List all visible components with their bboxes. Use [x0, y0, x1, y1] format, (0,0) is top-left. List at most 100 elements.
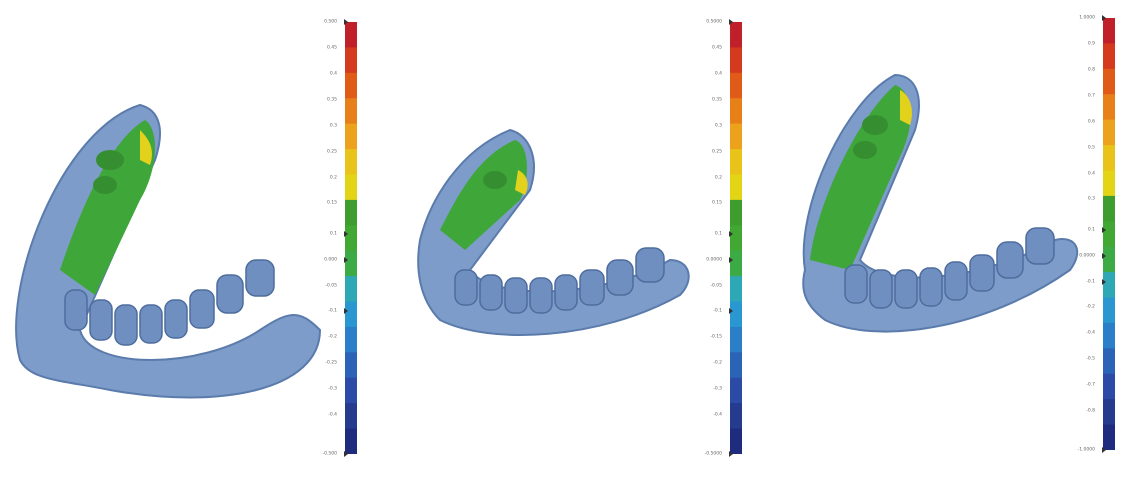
scale-segment: [1103, 399, 1115, 426]
scale-segment: [730, 149, 742, 175]
scale-segment: [730, 98, 742, 125]
color-scale-1: 0.500 0.45 0.4 0.35 0.3 0.25 0.2 0.15 0.1 0.000 -0…: [322, 19, 357, 457]
dental-model-1: [15, 103, 322, 399]
scale-segment: [345, 149, 357, 175]
scale-tick-label: 0.4: [329, 71, 337, 77]
dental-model-2: [417, 128, 690, 336]
scale-segment: [345, 352, 357, 379]
scale-marker-icon[interactable]: [344, 230, 348, 237]
scale-segment: [345, 250, 357, 277]
scale-segment: [1103, 195, 1115, 222]
scale-tick-label: 0.4: [714, 71, 722, 77]
scale-tick-label: 0.1: [329, 231, 337, 237]
scale-segment: [345, 199, 357, 226]
scale-tick-label: 0.35: [711, 97, 722, 103]
scale-tick-label: 0.6: [1087, 119, 1095, 125]
scale-tick-label: 0.15: [711, 200, 722, 206]
scale-segment: [1103, 170, 1115, 197]
scale-tick-label: 0.9: [1087, 41, 1095, 47]
scale-marker-icon[interactable]: [1102, 252, 1106, 259]
scale-tick-label: 0.45: [711, 45, 722, 51]
scale-tick-label: -1.0000: [1077, 447, 1095, 453]
scale-tick-label: -0.5000: [704, 451, 722, 457]
scale-tick-label: -0.2: [713, 360, 722, 366]
scale-segment: [345, 276, 357, 303]
scale-marker-icon[interactable]: [1102, 447, 1106, 453]
panel-3: 1.0000 0.9 0.8 0.7 0.6 0.5 0.4 0.3 0.1 0.0000 -0.1…: [755, 0, 1127, 458]
scale-tick-label: 0.25: [326, 149, 337, 155]
scale-segment: [345, 377, 357, 404]
scale-segment: [730, 276, 742, 303]
scale-tick-label: 0.15: [326, 200, 337, 206]
panel-2: 0.5000 0.45 0.4 0.35 0.3 0.25 0.2 0.15 0.1 0.0000…: [380, 0, 755, 458]
color-scale-bar: [730, 22, 742, 454]
scale-segment: [730, 250, 742, 277]
scale-tick-label: 0.5000: [706, 19, 722, 25]
scale-segment: [345, 123, 357, 150]
scale-segment: [1103, 68, 1115, 95]
panel-1: 0.500 0.45 0.4 0.35 0.3 0.25 0.2 0.15 0.1 0.000 -0…: [0, 0, 380, 458]
scale-segment: [1103, 221, 1115, 248]
scale-tick-label: 1.0000: [1079, 15, 1095, 21]
scale-tick-label: 0.500: [324, 19, 337, 25]
scale-segment: [1103, 119, 1115, 146]
color-scale-bar: [345, 22, 357, 454]
scale-segment: [1103, 297, 1115, 324]
scale-segment: [1103, 348, 1115, 375]
scale-segment: [345, 47, 357, 74]
scale-tick-label: -0.1: [713, 308, 722, 314]
scale-segment: [730, 301, 742, 328]
scale-segment: [345, 225, 357, 252]
scale-tick-label: -0.3: [328, 386, 337, 392]
scale-tick-label: 0.25: [711, 149, 722, 155]
scale-tick-label: -0.15: [710, 334, 722, 340]
scale-segment: [730, 326, 742, 353]
scale-segment: [1103, 18, 1115, 44]
scale-marker-icon[interactable]: [344, 256, 348, 263]
scale-tick-label: -0.1: [328, 308, 337, 314]
scale-tick-label: -0.4: [1086, 330, 1095, 336]
scale-tick-label: -0.5: [1086, 356, 1095, 362]
scale-tick-label: 0.1: [714, 231, 722, 237]
scale-marker-icon[interactable]: [729, 308, 733, 315]
scale-marker-icon[interactable]: [344, 308, 348, 315]
scale-marker-icon[interactable]: [729, 451, 733, 457]
scale-segment: [730, 199, 742, 226]
scale-segment: [345, 72, 357, 99]
scale-tick-label: -0.05: [710, 283, 722, 289]
scale-tick-label: 0.5: [1087, 145, 1095, 151]
scale-tick-label: 0.2: [714, 175, 722, 181]
scale-marker-icon[interactable]: [729, 256, 733, 263]
scale-segment: [730, 352, 742, 379]
scale-marker-icon[interactable]: [1102, 15, 1106, 21]
scale-segment: [730, 377, 742, 404]
scale-segment: [1103, 43, 1115, 70]
scale-segment: [345, 22, 357, 48]
scale-tick-label: 0.4: [1087, 171, 1095, 177]
scale-tick-label: 0.0000: [1079, 253, 1095, 259]
scale-marker-icon[interactable]: [1102, 278, 1106, 285]
scale-segment: [1103, 322, 1115, 349]
scale-segment: [730, 428, 742, 454]
scale-tick-label: -0.25: [325, 360, 337, 366]
color-scale-bar: [1103, 18, 1115, 450]
scale-segment: [730, 174, 742, 201]
dental-model-3: [802, 73, 1079, 333]
scale-tick-label: 0.3: [329, 123, 337, 129]
scale-marker-icon[interactable]: [729, 19, 733, 25]
scale-segment: [730, 225, 742, 252]
scale-segment: [1103, 145, 1115, 171]
scale-tick-label: 0.000: [324, 257, 337, 263]
scale-tick-label: -0.1: [1086, 279, 1095, 285]
scale-segment: [345, 326, 357, 353]
scale-segment: [345, 301, 357, 328]
scale-marker-icon[interactable]: [344, 451, 348, 457]
scale-segment: [1103, 272, 1115, 299]
scale-marker-icon[interactable]: [729, 230, 733, 237]
scale-segment: [730, 72, 742, 99]
scale-marker-icon[interactable]: [1102, 226, 1106, 233]
scale-marker-icon[interactable]: [344, 19, 348, 25]
scale-tick-label: -0.3: [713, 386, 722, 392]
color-scale-2: 0.5000 0.45 0.4 0.35 0.3 0.25 0.2 0.15 0.1 0.0000…: [705, 19, 742, 457]
scale-tick-label: -0.4: [328, 412, 337, 418]
